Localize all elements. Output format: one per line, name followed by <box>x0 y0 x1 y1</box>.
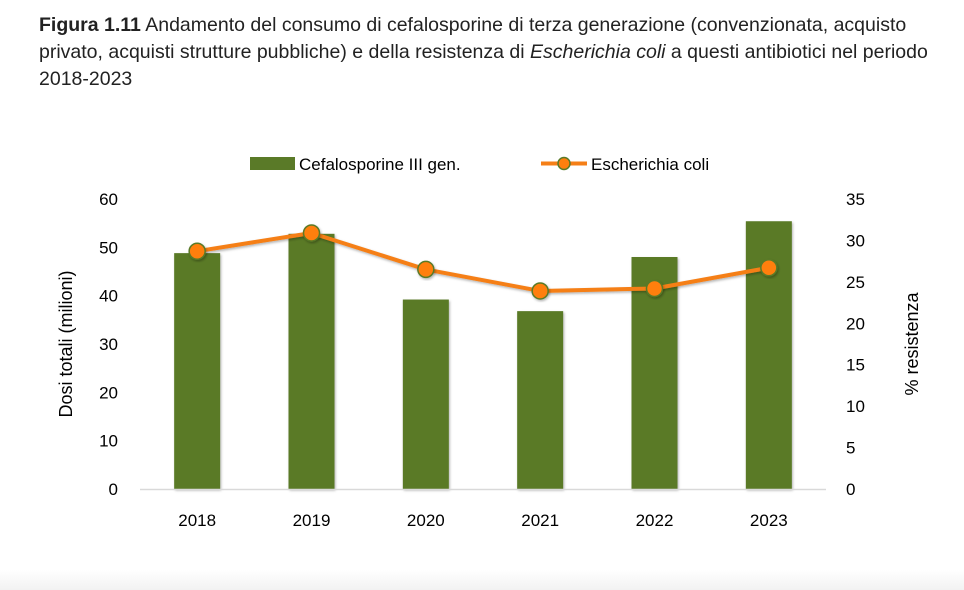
y-tick-left-label: 50 <box>99 238 118 257</box>
y-tick-right-label: 25 <box>846 273 865 292</box>
bar <box>517 311 564 489</box>
y-tick-right-label: 20 <box>846 314 865 333</box>
line-marker <box>302 224 321 242</box>
y-tick-left-label: 30 <box>99 335 118 354</box>
line-series <box>188 224 778 300</box>
y-tick-left-label: 40 <box>99 287 118 306</box>
line-marker <box>645 279 664 298</box>
legend-swatch-marker <box>557 156 571 171</box>
line-path <box>196 230 770 293</box>
y-axis-left: 0 10 20 30 40 50 60 <box>99 190 118 499</box>
legend: Cefalosporine III gen. Escherichia coli <box>250 155 709 174</box>
legend-label-line: Escherichia coli <box>591 155 709 174</box>
x-tick-label: 2023 <box>750 511 788 530</box>
y-tick-right-label: 0 <box>846 480 855 499</box>
y-tick-left-label: 10 <box>99 432 118 451</box>
y-tick-left-label: 0 <box>109 480 118 499</box>
x-tick-label: 2022 <box>636 511 674 530</box>
figure-caption: Figura 1.11 Andamento del consumo di cef… <box>39 12 939 93</box>
caption-italic: Escherichia coli <box>530 41 666 63</box>
x-axis: 2018 2019 2020 2021 2022 2023 <box>178 511 787 530</box>
line-marker <box>531 282 549 300</box>
bar <box>174 253 221 489</box>
line-marker <box>188 242 206 260</box>
line-marker <box>760 259 778 277</box>
bar-series <box>174 221 792 489</box>
bar <box>288 233 335 489</box>
legend-label-bar: Cefalosporine III gen. <box>299 155 461 174</box>
y-tick-right-label: 5 <box>846 439 855 458</box>
x-tick-label: 2021 <box>521 511 559 530</box>
y-tick-right-label: 10 <box>846 397 865 416</box>
x-tick-label: 2019 <box>293 511 331 530</box>
line-marker <box>417 260 435 279</box>
y-tick-right-label: 15 <box>846 356 865 375</box>
x-tick-label: 2018 <box>178 511 216 530</box>
y-axis-right-title: % resistenza <box>902 291 922 395</box>
bar <box>402 299 449 489</box>
y-tick-right-label: 35 <box>846 190 865 209</box>
caption-text-1: Andamento del consumo di cefalosporine d… <box>39 14 907 63</box>
page-bottom-edge <box>0 570 964 590</box>
y-tick-right-label: 30 <box>846 231 865 250</box>
legend-swatch-bar <box>250 157 295 170</box>
figure-label: Figura 1.11 <box>39 14 141 36</box>
y-tick-left-label: 20 <box>99 383 118 402</box>
y-tick-left-label: 60 <box>99 190 118 209</box>
x-tick-label: 2020 <box>407 511 445 530</box>
caption-text-2: a questi antibiotici nel periodo 2018-20… <box>39 41 928 90</box>
y-axis-left-title: Dosi totali (milioni) <box>56 270 76 417</box>
y-axis-right: 0 5 10 15 20 25 30 35 <box>846 190 865 499</box>
